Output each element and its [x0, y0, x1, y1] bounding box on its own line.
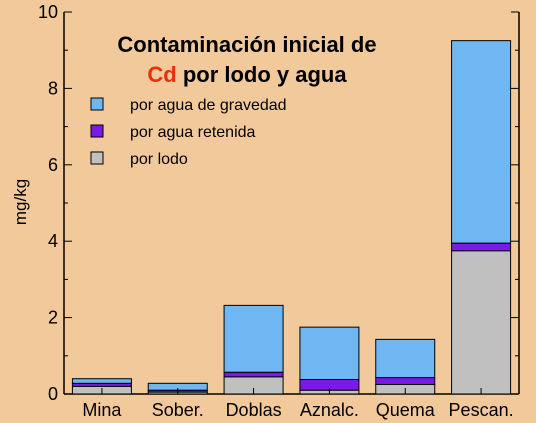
y-tick-label-4: 4	[48, 231, 58, 251]
x-tick-label-doblas: Doblas	[226, 400, 282, 420]
x-tick-label-aznalc: Aznalc.	[300, 400, 359, 420]
legend-swatch-por-agua-retenida	[90, 124, 104, 138]
bar-doblas-por-agua-retenida	[223, 371, 284, 378]
bar-mina-por-agua-de-gravedad	[71, 378, 132, 384]
chart-title-highlight: Cd	[147, 62, 176, 87]
legend-label-por-lodo: por lodo	[130, 151, 188, 168]
legend-label-por-agua-retenida: por agua retenida	[130, 124, 256, 141]
chart-title-line2: Cd por lodo y agua	[147, 62, 347, 87]
chart-title-rest: por lodo y agua	[177, 62, 348, 87]
y-tick-label-6: 6	[48, 155, 58, 175]
legend: por agua de gravedad por agua retenida por…	[90, 97, 287, 168]
x-tick-label-sober: Sober.	[152, 400, 204, 420]
x-tick-label-quema: Quema	[376, 400, 436, 420]
legend-swatch-por-lodo	[90, 151, 104, 165]
x-tick-label-mina: Mina	[82, 400, 122, 420]
bar-quema-por-agua-retenida	[375, 377, 436, 385]
bar-doblas-por-agua-de-gravedad	[223, 304, 284, 373]
x-tick-label-pescan: Pescan.	[449, 400, 514, 420]
y-axis-label: mg/kg	[11, 179, 30, 225]
plot-area: 0 2 4 6 8 10 Mina Sober. Doblas Aznalc. Quema Pesca…	[38, 2, 520, 420]
bar-pescan-por-agua-retenida	[451, 242, 512, 252]
chart-title-line1: Contaminación inicial de	[117, 32, 376, 57]
y-tick-label-0: 0	[48, 384, 58, 404]
y-tick-label-2: 2	[48, 308, 58, 328]
bar-aznalc-por-agua-de-gravedad	[299, 326, 360, 380]
legend-swatch-por-agua-de-gravedad	[90, 97, 104, 111]
bar-quema-por-agua-de-gravedad	[375, 338, 436, 379]
legend-label-por-agua-de-gravedad: por agua de gravedad	[130, 97, 287, 114]
y-tick-label-10: 10	[38, 2, 58, 22]
y-tick-label-8: 8	[48, 78, 58, 98]
bar-pescan-por-lodo	[451, 250, 512, 395]
bar-pescan-por-agua-de-gravedad	[451, 40, 512, 244]
